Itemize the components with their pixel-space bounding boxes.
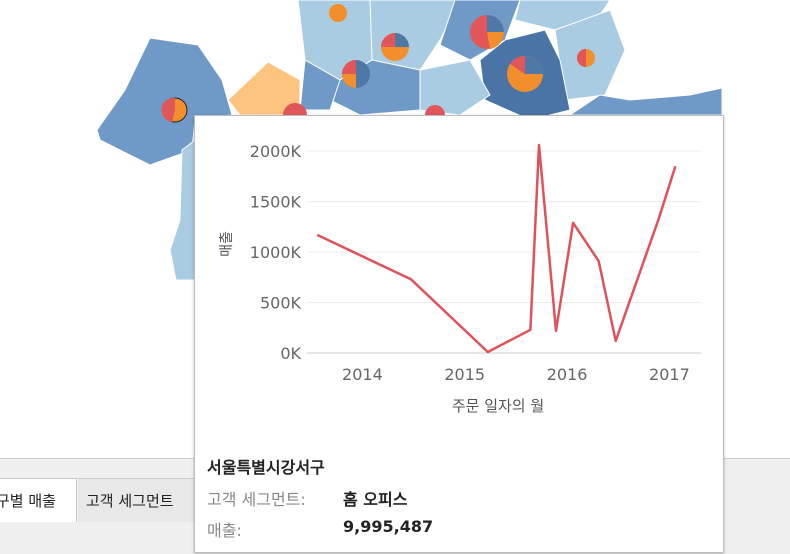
pie-marker[interactable] — [381, 33, 409, 61]
sales-line-chart: 2000K 1500K 1000K 500K 0K 2014 2015 2016 2017 주문 … — [219, 142, 701, 415]
tab-label: 고객 세그먼트 — [86, 492, 174, 510]
y-axis-title: 매출 — [219, 231, 235, 257]
pie-marker[interactable] — [342, 60, 370, 88]
map-region[interactable] — [299, 59, 341, 111]
y-tick-label: 0K — [280, 344, 301, 363]
y-tick-label: 1000K — [250, 243, 302, 262]
pie-marker[interactable] — [507, 55, 543, 92]
sales-value: 9,995,487 — [343, 517, 434, 536]
x-axis-title: 주문 일자의 월 — [452, 397, 544, 415]
tooltip-district: 서울특별시강서구 — [207, 458, 325, 477]
pie-marker[interactable] — [470, 15, 505, 49]
y-tick-label: 2000K — [250, 142, 302, 161]
pie-marker[interactable] — [283, 103, 307, 115]
tab-label: 구별 매출 — [0, 492, 56, 510]
segment-label: 고객 세그먼트: — [207, 490, 306, 509]
x-tick-label: 2017 — [649, 365, 690, 384]
tab-customer-segment[interactable]: 고객 세그먼트 — [78, 478, 208, 522]
map-region[interactable] — [169, 138, 196, 281]
sales-label: 매출: — [207, 521, 242, 540]
tooltip-panel: 2000K 1500K 1000K 500K 0K 2014 2015 2016 2017 주문 … — [194, 115, 724, 553]
x-tick-label: 2015 — [444, 365, 485, 384]
segment-value: 홈 오피스 — [343, 490, 408, 509]
y-tick-label: 500K — [260, 294, 302, 313]
x-tick-label: 2016 — [547, 365, 588, 384]
pie-marker-selected[interactable] — [161, 97, 188, 123]
district-map[interactable] — [0, 0, 790, 460]
pie-marker[interactable] — [577, 49, 595, 67]
pie-marker[interactable] — [425, 105, 445, 115]
pie-marker[interactable] — [329, 4, 347, 22]
y-tick-label: 1500K — [250, 193, 302, 212]
tab-district-sales[interactable]: 구별 매출 — [0, 478, 77, 522]
series-line — [316, 143, 677, 354]
x-tick-label: 2014 — [342, 365, 383, 384]
map-region-orange[interactable] — [227, 61, 301, 116]
